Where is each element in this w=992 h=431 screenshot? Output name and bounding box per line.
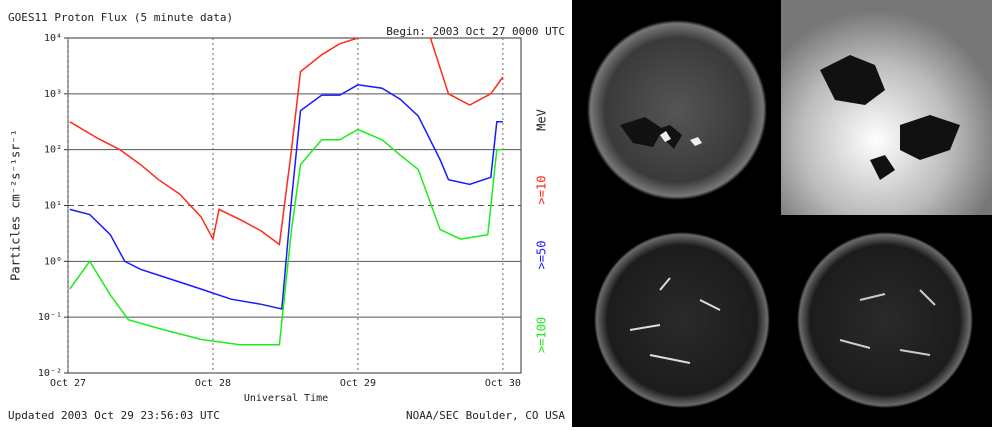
footer-left: Updated 2003 Oct 29 23:56:03 UTC (8, 409, 220, 422)
y-tick-label: 10¹ (44, 201, 62, 212)
sun-image (781, 0, 992, 215)
x-tick-label: Oct 30 (485, 378, 521, 389)
legend-entry: >=50 (535, 241, 549, 270)
page: {"chart_data": { "type": "line", "title"… (0, 0, 992, 427)
chart: GOES11 Proton Flux (5 minute data) Begin… (8, 11, 565, 422)
y-tick-label: 10⁰ (44, 256, 62, 267)
y-tick-label: 10⁻¹ (38, 312, 62, 323)
x-tick-label: Oct 28 (195, 378, 231, 389)
x-tick-label: Oct 27 (50, 378, 86, 389)
legend-unit: MeV (535, 109, 549, 131)
y-tick-label: 10² (44, 145, 62, 156)
y-tick-label: 10⁴ (44, 33, 62, 44)
legend-entry: >=10 (535, 176, 549, 205)
series-line (70, 130, 503, 345)
footer-right: NOAA/SEC Boulder, CO USA (406, 409, 565, 422)
sun-image (587, 20, 767, 200)
sun-image (594, 232, 770, 408)
chart-subtitle: Begin: 2003 Oct 27 0000 UTC (386, 25, 565, 38)
y-axis-label: Particles cm⁻²s⁻¹sr⁻¹ (9, 129, 23, 281)
y-tick-label: 10³ (44, 89, 62, 100)
sun-image (797, 232, 973, 408)
legend-entry: >=100 (535, 317, 549, 353)
chart-title: GOES11 Proton Flux (5 minute data) (8, 11, 233, 24)
solar-images (572, 0, 992, 427)
x-tick-label: Oct 29 (340, 378, 376, 389)
series-line (70, 38, 503, 245)
x-axis-label: Universal Time (244, 393, 328, 404)
screen: GOES11 Proton Flux (5 minute data) Begin… (0, 0, 992, 427)
